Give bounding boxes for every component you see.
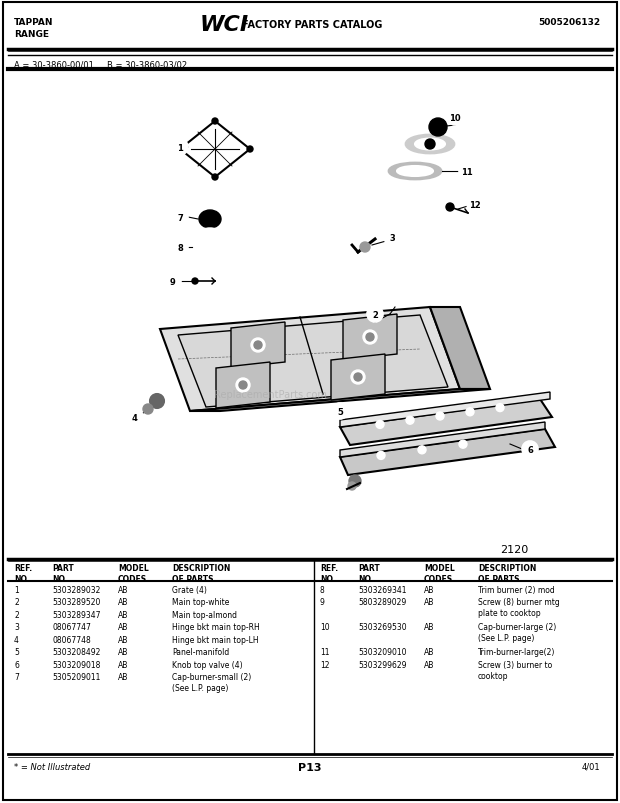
Text: Screw (8) burner mtg
plate to cooktop: Screw (8) burner mtg plate to cooktop — [478, 597, 560, 618]
Text: 2: 2 — [372, 311, 378, 320]
Text: P13: P13 — [298, 762, 322, 772]
Text: 1: 1 — [177, 144, 183, 153]
Circle shape — [360, 243, 370, 253]
Circle shape — [436, 413, 444, 421]
Circle shape — [366, 333, 374, 341]
Text: TAPPAN: TAPPAN — [14, 18, 53, 27]
Polygon shape — [340, 422, 545, 458]
Text: 12: 12 — [469, 201, 481, 210]
Circle shape — [236, 378, 250, 393]
Circle shape — [447, 110, 463, 126]
Polygon shape — [331, 355, 385, 401]
Text: REF.
NO.: REF. NO. — [14, 563, 32, 583]
Text: A = 30-3860-00/01     B = 30-3860-03/02: A = 30-3860-00/01 B = 30-3860-03/02 — [14, 60, 187, 69]
Text: 8: 8 — [320, 585, 325, 594]
Text: Panel-manifold: Panel-manifold — [172, 648, 229, 657]
Circle shape — [172, 210, 188, 226]
Text: 5303209010: 5303209010 — [358, 648, 407, 657]
Text: Screw (3) burner to
cooktop: Screw (3) burner to cooktop — [478, 660, 552, 680]
Text: AB: AB — [424, 585, 435, 594]
Text: Hinge bkt main top-LH: Hinge bkt main top-LH — [172, 635, 259, 644]
Text: 5303289347: 5303289347 — [52, 610, 100, 619]
Circle shape — [239, 381, 247, 389]
Circle shape — [127, 410, 143, 426]
Circle shape — [496, 404, 504, 412]
Text: AB: AB — [424, 648, 435, 657]
Text: REF.
NO.: REF. NO. — [320, 563, 338, 583]
Text: 6: 6 — [527, 446, 533, 454]
Text: AB: AB — [118, 673, 128, 682]
Circle shape — [165, 274, 181, 290]
Polygon shape — [231, 323, 285, 369]
Text: DESCRIPTION
OF PARTS: DESCRIPTION OF PARTS — [172, 563, 231, 583]
Text: Cap-burner-small (2)
(See L.P. page): Cap-burner-small (2) (See L.P. page) — [172, 673, 251, 692]
Text: Trim burner (2) mod: Trim burner (2) mod — [478, 585, 555, 594]
Text: AB: AB — [118, 610, 128, 619]
Ellipse shape — [199, 210, 221, 229]
Ellipse shape — [397, 167, 433, 177]
Circle shape — [467, 197, 483, 213]
Circle shape — [348, 483, 356, 491]
Text: FACTORY PARTS CATALOG: FACTORY PARTS CATALOG — [242, 20, 383, 30]
Text: WCI: WCI — [200, 15, 249, 35]
Text: AB: AB — [424, 622, 435, 632]
Text: AB: AB — [118, 648, 128, 657]
Circle shape — [332, 403, 348, 419]
Text: 4: 4 — [14, 635, 19, 644]
Circle shape — [406, 417, 414, 425]
Text: Main top-almond: Main top-almond — [172, 610, 237, 619]
Polygon shape — [216, 362, 270, 409]
Circle shape — [251, 339, 265, 353]
Text: 5005206132: 5005206132 — [538, 18, 600, 27]
Circle shape — [351, 370, 365, 385]
Text: 5303299629: 5303299629 — [358, 660, 407, 669]
Text: 9: 9 — [170, 278, 176, 287]
Circle shape — [363, 331, 377, 344]
Polygon shape — [340, 393, 550, 427]
Text: 5303208492: 5303208492 — [52, 648, 100, 657]
Text: * = Not Illustrated: * = Not Illustrated — [14, 762, 91, 771]
Text: 6: 6 — [14, 660, 19, 669]
Text: AB: AB — [118, 597, 128, 607]
Text: 08067748: 08067748 — [52, 635, 91, 644]
Text: 5303209018: 5303209018 — [52, 660, 100, 669]
Text: Knob top valve (4): Knob top valve (4) — [172, 660, 242, 669]
Polygon shape — [343, 315, 397, 361]
Circle shape — [429, 119, 447, 137]
Ellipse shape — [389, 164, 441, 180]
Text: 11: 11 — [320, 648, 329, 657]
Text: AB: AB — [424, 660, 435, 669]
Circle shape — [522, 442, 538, 458]
Text: 8: 8 — [177, 243, 183, 253]
Circle shape — [384, 230, 400, 246]
Polygon shape — [430, 308, 490, 389]
Circle shape — [425, 140, 435, 150]
Polygon shape — [340, 400, 552, 446]
Text: 10: 10 — [320, 622, 330, 632]
Text: 3: 3 — [14, 622, 19, 632]
Text: 5303269341: 5303269341 — [358, 585, 407, 594]
Text: 3: 3 — [389, 234, 395, 243]
Circle shape — [349, 475, 361, 487]
Text: 9: 9 — [320, 597, 325, 607]
Circle shape — [247, 147, 253, 153]
Circle shape — [376, 421, 384, 429]
Text: PART
NO.: PART NO. — [52, 563, 74, 583]
Circle shape — [172, 140, 188, 156]
Circle shape — [418, 446, 426, 454]
Ellipse shape — [406, 136, 454, 154]
Text: 5803289029: 5803289029 — [358, 597, 406, 607]
Text: 7: 7 — [14, 673, 19, 682]
Text: 4: 4 — [132, 414, 138, 422]
Text: AB: AB — [118, 585, 128, 594]
Text: AB: AB — [118, 635, 128, 644]
Circle shape — [459, 441, 467, 449]
Text: Hinge bkt main top-RH: Hinge bkt main top-RH — [172, 622, 260, 632]
Text: PART
NO.: PART NO. — [358, 563, 379, 583]
Polygon shape — [178, 316, 448, 407]
Circle shape — [150, 394, 164, 409]
Circle shape — [212, 119, 218, 124]
Text: AB: AB — [118, 622, 128, 632]
Text: MODEL
CODES: MODEL CODES — [118, 563, 149, 583]
Text: Trim-burner-large(2): Trim-burner-large(2) — [478, 648, 556, 657]
